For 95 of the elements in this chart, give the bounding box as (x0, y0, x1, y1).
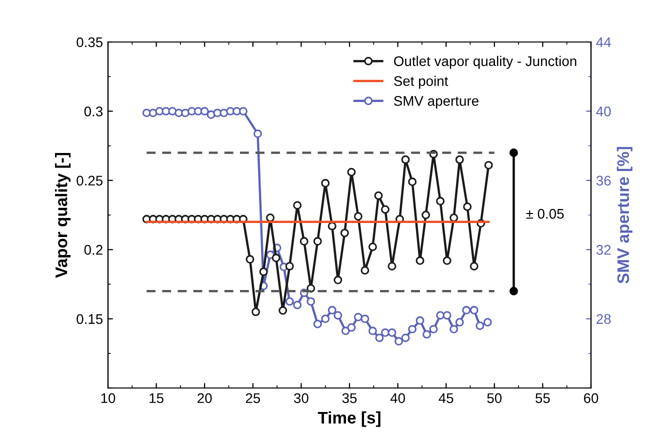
point (360, 314, 370, 324)
point (278, 306, 288, 315)
x-tick-label: 35 (342, 393, 357, 404)
point (285, 262, 294, 270)
x-tick-label: 45 (438, 393, 454, 404)
point (368, 242, 377, 252)
point (341, 326, 350, 336)
point (436, 196, 445, 206)
point (220, 108, 228, 118)
point (334, 276, 342, 284)
point (388, 262, 396, 270)
legend-label: SMV aperture (394, 96, 478, 109)
point (293, 201, 302, 210)
point (181, 108, 190, 118)
legend-label: Outlet vapor quality - Junction (394, 56, 576, 69)
x-tick-label: 50 (487, 393, 502, 404)
legend-label: Set point (394, 76, 448, 89)
point (442, 256, 452, 265)
y2-tick-label: 44 (596, 37, 611, 48)
point (483, 318, 492, 326)
x-tick-label: 40 (390, 393, 405, 404)
point (455, 318, 464, 326)
point (347, 323, 356, 332)
point (374, 191, 383, 200)
point (375, 334, 384, 342)
y2-tick-label: 40 (596, 106, 611, 116)
point (334, 311, 342, 320)
point (442, 311, 452, 320)
point (422, 210, 430, 220)
point (340, 228, 349, 238)
x-tick-label: 60 (584, 393, 598, 404)
x-axis-title: Time [s] (318, 411, 380, 427)
y-tick-label: 0.15 (76, 314, 103, 324)
point (408, 324, 417, 334)
x-tick-label: 30 (294, 393, 308, 404)
point (347, 168, 356, 176)
point (509, 286, 518, 296)
point (408, 178, 417, 186)
point (401, 334, 410, 342)
x-tick-label: 55 (536, 393, 550, 404)
point (354, 312, 362, 322)
y2-tick-label: 28 (596, 314, 611, 324)
point (429, 324, 438, 334)
point (200, 106, 209, 116)
y-tick-label: 0.2 (84, 244, 102, 255)
point (321, 178, 330, 188)
point (470, 306, 478, 314)
point (476, 321, 484, 330)
point (416, 316, 424, 325)
point (463, 202, 472, 211)
x-tick-label: 20 (198, 393, 212, 404)
y2-tick-label: 36 (596, 176, 611, 186)
point (354, 212, 362, 221)
point (422, 330, 432, 339)
point (388, 328, 396, 337)
point (246, 255, 254, 264)
point (306, 297, 316, 306)
point (484, 160, 493, 170)
x-tick-label: 25 (246, 393, 260, 404)
point (360, 266, 370, 275)
point (401, 155, 410, 164)
point (416, 256, 424, 265)
point (313, 320, 322, 328)
point (285, 297, 294, 306)
y-tick-label: 0.35 (76, 37, 103, 48)
point (321, 314, 330, 324)
point (313, 237, 322, 246)
point (450, 324, 458, 334)
point (455, 155, 464, 164)
y2-tick-label: 32 (596, 244, 611, 255)
x-tick-label: 15 (150, 393, 164, 404)
point (462, 306, 471, 314)
point (272, 254, 280, 262)
point (381, 328, 390, 337)
point (436, 311, 445, 320)
point (252, 308, 260, 316)
point (509, 148, 518, 157)
x-tick-label: 10 (101, 393, 116, 404)
point (300, 237, 308, 246)
point (293, 300, 302, 310)
point (259, 268, 268, 276)
y2-axis-title: SMV aperture [%] (616, 146, 632, 284)
y-tick-label: 0.3 (84, 106, 103, 116)
y-tick-label: 0.25 (76, 176, 103, 186)
point (206, 110, 216, 119)
point (168, 106, 177, 116)
point (368, 326, 377, 336)
point (381, 205, 390, 214)
point (239, 106, 248, 116)
point (394, 337, 404, 346)
y-axis-title: Vapor quality [-] (55, 152, 71, 278)
point (470, 262, 478, 270)
point (328, 306, 336, 314)
annotation: ± 0.05 (526, 208, 564, 219)
point (253, 129, 262, 138)
